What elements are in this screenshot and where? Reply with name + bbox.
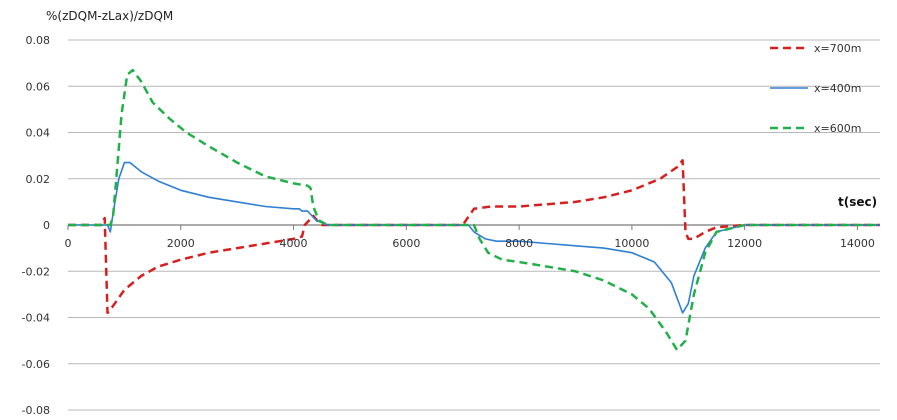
x-tick-label: 8000 <box>505 237 533 250</box>
y-tick-label: 0.04 <box>26 127 51 140</box>
legend-label: x=600m <box>814 122 861 135</box>
series-lines <box>68 68 880 352</box>
y-tick-label: 0 <box>43 219 50 232</box>
y-tick-label: 0.02 <box>26 173 51 186</box>
x-tick-label: 12000 <box>727 237 762 250</box>
x-tick-label: 2000 <box>167 237 195 250</box>
x-tick-label: 4000 <box>280 237 308 250</box>
x-tick-label: 14000 <box>840 237 875 250</box>
legend-label: x=400m <box>814 82 861 95</box>
y-tick-label: -0.02 <box>22 265 50 278</box>
y-tick-label: -0.06 <box>22 358 50 371</box>
y-tick-label: -0.04 <box>22 312 50 325</box>
y-tick-labels: 0.08 0.06 0.04 0.02 0 -0.02 -0.04 -0.06 -0.08 <box>22 34 50 417</box>
series-line <box>68 68 880 352</box>
x-axis-label: t(sec) <box>838 195 877 209</box>
legend-label: x=700m <box>814 42 861 55</box>
x-tick-labels: 0 2000 4000 6000 8000 10000 12000 14000 <box>65 225 875 250</box>
y-tick-label: 0.06 <box>26 80 51 93</box>
series-line <box>68 161 880 314</box>
x-tick-label: 6000 <box>392 237 420 250</box>
y-axis-label: %(zDQM-zLax)/zDQM <box>46 9 173 23</box>
y-tick-label: -0.08 <box>22 404 50 417</box>
x-tick-label: 0 <box>65 237 72 250</box>
x-tick-label: 10000 <box>614 237 649 250</box>
y-tick-label: 0.08 <box>26 34 51 47</box>
legend: x=700m x=400m x=600m <box>770 42 861 135</box>
